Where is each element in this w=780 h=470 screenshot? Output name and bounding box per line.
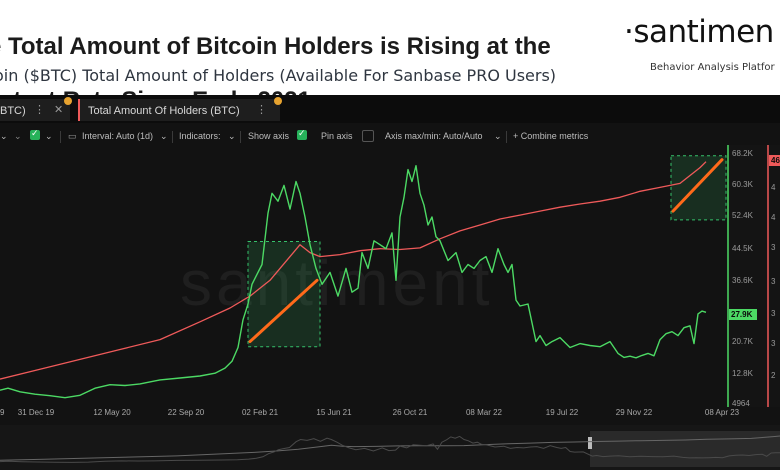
- navigator-selection: [590, 431, 780, 467]
- tab-btc-label: BTC): [0, 105, 26, 117]
- title-line-1: e Total Amount of Bitcoin Holders is Ris…: [0, 33, 551, 60]
- y-axis-ticks: 68.2K60.3K52.4K44.5K36.6K28.7K20.7K12.8K…: [729, 149, 780, 408]
- bitcoin-icon: [274, 97, 282, 105]
- trend-arrow-2021: [248, 278, 319, 344]
- x-tick-label: 22 Sep 20: [168, 408, 205, 417]
- tab-btc-close-icon[interactable]: ✕: [54, 104, 64, 116]
- holders-tick-label: 3: [771, 243, 776, 252]
- show-axis-checkbox[interactable]: [297, 128, 307, 140]
- series-lines: [0, 161, 707, 399]
- pin-axis-label: Pin axis: [321, 131, 353, 141]
- highlight-box-2021: [247, 241, 321, 348]
- x-tick-label: 08 Mar 22: [466, 408, 503, 417]
- y-axis-panel: [728, 145, 780, 407]
- brand-logo: ·santimen: [624, 14, 774, 50]
- holders-current-label: 46: [771, 156, 780, 165]
- x-tick-label: 19 Jul 22: [546, 408, 579, 417]
- show-axis-label: Show axis: [248, 131, 290, 141]
- chart-panel: BTC) ⋮ ✕ Total Amount Of Holders (BTC) ⋮…: [0, 95, 780, 470]
- header: e Total Amount of Bitcoin Holders is Ris…: [0, 0, 780, 114]
- highlight-boxes: [247, 155, 727, 348]
- toolbar-caret-icon[interactable]: ⌄: [0, 131, 8, 141]
- price-tick-label: 20.7K: [732, 337, 754, 346]
- x-tick-label: 12 May 20: [93, 408, 131, 417]
- color-swatch[interactable]: [30, 128, 40, 140]
- toolbar-divider: [172, 131, 173, 143]
- price-tick-label: 4964: [732, 399, 750, 408]
- price-current-badge: [729, 309, 757, 320]
- x-tick-label: 15 Jun 21: [316, 408, 352, 417]
- chart-toolbar: ⌄ ⌄ ⌄ ▭ Interval: Auto (1d) ⌄ Indicators…: [0, 125, 780, 147]
- holders-tick-label: 2: [771, 371, 776, 380]
- holders-tick-label: 4: [771, 213, 776, 222]
- price-tick-label: 12.8K: [732, 369, 754, 378]
- toolbar-divider: [60, 131, 61, 143]
- x-tick-label: 02 Feb 21: [242, 408, 279, 417]
- bitcoin-icon: [64, 97, 72, 105]
- interval-caret-icon[interactable]: ⌄: [160, 131, 168, 141]
- navigator-holders-line: [0, 435, 780, 461]
- chart-subtitle: oin ($BTC) Total Amount of Holders (Avai…: [0, 66, 557, 85]
- holders-tick-label: 4: [771, 183, 776, 192]
- tab-holders[interactable]: Total Amount Of Holders (BTC) ⋮: [78, 97, 282, 121]
- x-tick-label: 26 Oct 21: [393, 408, 428, 417]
- pin-axis-checkbox[interactable]: [362, 130, 374, 142]
- color-caret-icon[interactable]: ⌄: [45, 131, 53, 141]
- combine-metrics-button[interactable]: + Combine metrics: [513, 131, 589, 141]
- price-tick-label: 44.5K: [732, 244, 754, 253]
- price-tick-label: 36.6K: [732, 276, 754, 285]
- tab-btc[interactable]: BTC) ⋮ ✕: [0, 97, 72, 121]
- interval-icon: ▭: [68, 131, 77, 141]
- x-tick-label: 9: [0, 408, 5, 417]
- overview-navigator[interactable]: [0, 425, 780, 470]
- tab-btc-menu-icon[interactable]: ⋮: [34, 104, 45, 116]
- price-current-label: 27.9K: [731, 310, 753, 319]
- holders-tick-label: 3: [771, 277, 776, 286]
- x-axis-ticks: 9 31 Dec 19 12 May 20 22 Sep 20 02 Feb 21 15 …: [0, 408, 740, 417]
- chart-svg: santiment 9 31 Dec 19 12 May 20 22 Sep 20 02…: [0, 145, 780, 470]
- x-tick-label: 29 Nov 22: [616, 408, 653, 417]
- holders-tick-label: 3: [771, 309, 776, 318]
- axis-maxmin-dropdown[interactable]: Axis max/min: Auto/Auto: [385, 131, 483, 141]
- price-tick-label: 52.4K: [732, 211, 754, 220]
- price-line: [0, 165, 707, 399]
- interval-dropdown[interactable]: Interval: Auto (1d): [82, 131, 154, 141]
- tab-bar: BTC) ⋮ ✕ Total Amount Of Holders (BTC) ⋮: [0, 95, 780, 123]
- holders-current-badge: [769, 155, 780, 166]
- indicators-caret-icon[interactable]: ⌄: [228, 131, 236, 141]
- navigator-handle: [588, 437, 592, 449]
- holders-line: [0, 161, 707, 380]
- x-tick-label: 31 Dec 19: [18, 408, 55, 417]
- trend-arrows: [248, 158, 724, 344]
- axes: [727, 145, 780, 407]
- brand-tagline: Behavior Analysis Platfor: [650, 62, 775, 73]
- price-tick-label: 60.3K: [732, 180, 754, 189]
- trend-arrow-2023: [671, 158, 724, 213]
- x-tick-label: 08 Apr 23: [705, 408, 740, 417]
- toolbar-divider: [506, 131, 507, 143]
- tab-holders-menu-icon[interactable]: ⋮: [256, 104, 267, 116]
- navigator-price-line: [0, 435, 780, 463]
- style-dropdown-icon[interactable]: ⌄: [14, 131, 22, 141]
- axis-caret-icon[interactable]: ⌄: [494, 131, 502, 141]
- holders-tick-label: 3: [771, 339, 776, 348]
- toolbar-divider: [240, 131, 241, 143]
- price-tick-label: 68.2K: [732, 149, 754, 158]
- indicators-dropdown[interactable]: Indicators:: [179, 131, 221, 141]
- tab-holders-label: Total Amount Of Holders (BTC): [88, 105, 240, 117]
